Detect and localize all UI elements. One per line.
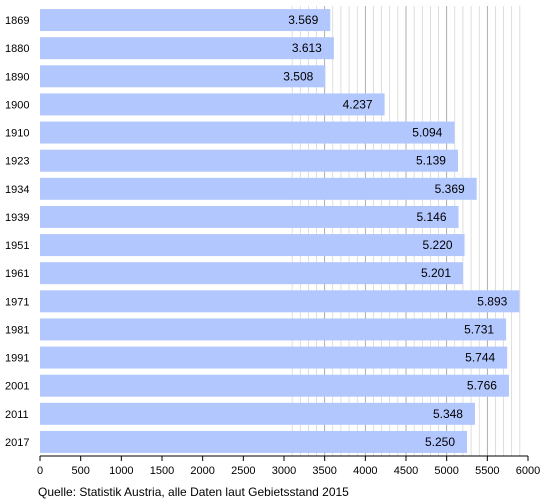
x-tick-label: 4000 [353, 465, 377, 477]
bar [40, 65, 326, 88]
value-label: 5.201 [421, 266, 451, 280]
bar [40, 346, 508, 369]
value-label: 5.369 [435, 182, 465, 196]
category-label: 1910 [5, 128, 29, 140]
value-label: 5.250 [425, 435, 455, 449]
category-label: 1900 [5, 99, 29, 111]
category-label: 1939 [5, 212, 29, 224]
category-label: 1961 [5, 268, 29, 280]
x-tick-label: 2000 [190, 465, 214, 477]
x-tick-label: 5500 [475, 465, 499, 477]
bar [40, 205, 459, 228]
bars [40, 9, 520, 453]
value-label: 5.348 [433, 407, 463, 421]
category-label: 1991 [5, 353, 29, 365]
category-label: 1971 [5, 296, 29, 308]
value-label: 5.139 [416, 154, 446, 168]
bar [40, 402, 475, 425]
value-label: 5.731 [464, 322, 494, 336]
x-tick-label: 2500 [231, 465, 255, 477]
bar [40, 37, 334, 60]
bar [40, 318, 507, 341]
x-tick-label: 3500 [312, 465, 336, 477]
source-note: Quelle: Statistik Austria, alle Daten la… [38, 485, 349, 499]
x-tick-label: 0 [37, 465, 43, 477]
value-label: 5.766 [467, 379, 497, 393]
category-label: 2017 [5, 437, 29, 449]
category-label: 1981 [5, 324, 29, 336]
x-tick-label: 1500 [150, 465, 174, 477]
bar [40, 93, 385, 116]
category-label: 1923 [5, 156, 29, 168]
value-label: 3.613 [292, 41, 322, 55]
bar [40, 9, 331, 32]
bar [40, 177, 477, 200]
category-label: 1880 [5, 43, 29, 55]
bar [40, 374, 509, 397]
value-label: 5.893 [477, 294, 507, 308]
category-label: 1890 [5, 71, 29, 83]
value-label: 3.508 [283, 69, 313, 83]
x-tick-label: 6000 [516, 465, 540, 477]
value-label: 5.146 [417, 210, 447, 224]
value-labels: 3.569 3.613 3.508 4.237 5.094 5.139 5.369 5.146… [283, 13, 507, 449]
value-label: 3.569 [288, 13, 318, 27]
x-axis: 0 500 1000 1500 2000 2500 3000 3500 4000 4500 5000… [37, 455, 540, 477]
value-label: 5.094 [412, 126, 442, 140]
x-tick-label: 1000 [109, 465, 133, 477]
category-label: 2001 [5, 381, 29, 393]
category-label: 1951 [5, 240, 29, 252]
value-label: 4.237 [343, 97, 373, 111]
x-tick-label: 4500 [394, 465, 418, 477]
bar [40, 234, 465, 257]
x-tick-label: 500 [71, 465, 89, 477]
bar [40, 290, 520, 313]
x-tick-label: 5000 [434, 465, 458, 477]
value-label: 5.220 [423, 238, 453, 252]
bar [40, 121, 455, 144]
value-label: 5.744 [465, 351, 495, 365]
category-label: 2011 [5, 409, 29, 421]
bar [40, 430, 467, 453]
bar [40, 262, 464, 285]
bar [40, 149, 458, 172]
category-label: 1934 [5, 184, 29, 196]
category-labels: 1869 1880 1890 1900 1910 1923 1934 1939 1951 1961… [5, 15, 29, 449]
x-tick-label: 3000 [272, 465, 296, 477]
category-label: 1869 [5, 15, 29, 27]
